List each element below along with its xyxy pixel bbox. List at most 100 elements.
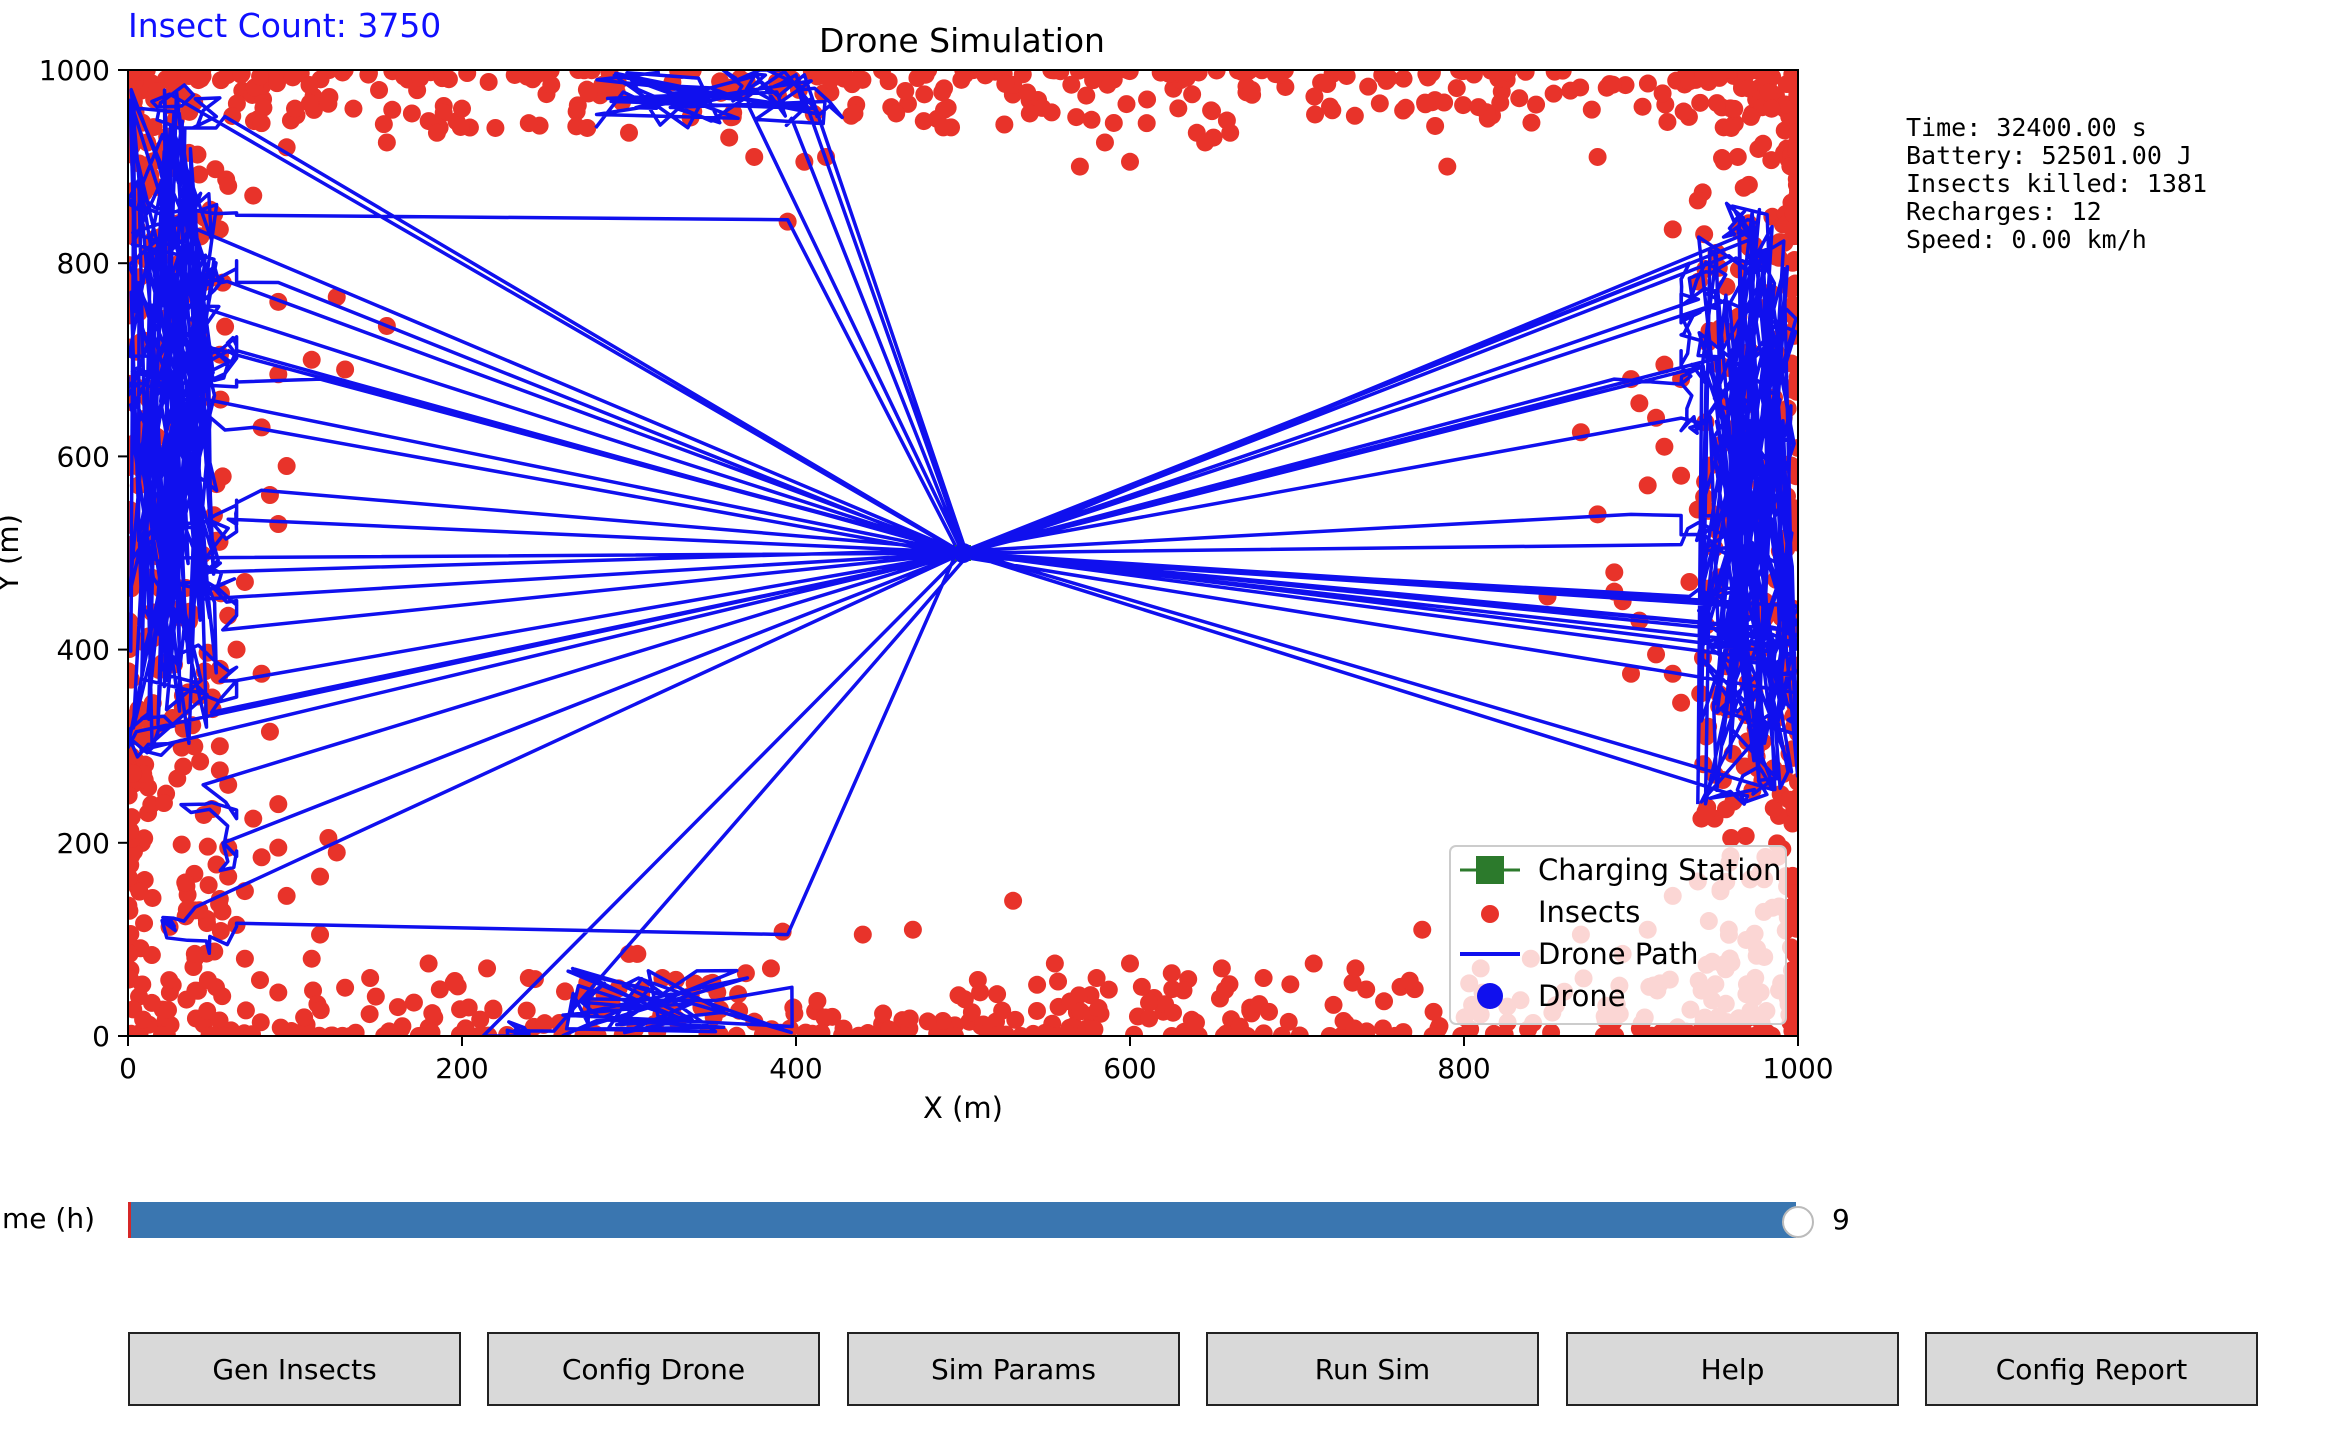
help-button[interactable]: Help (1566, 1332, 1899, 1406)
insect-point (896, 81, 915, 100)
insect-point (1775, 121, 1794, 140)
insect-point (1663, 220, 1682, 239)
insect-count-label: Insect Count: 3750 (128, 6, 442, 45)
insect-point (198, 1002, 217, 1021)
insect-point (180, 70, 199, 85)
insect-point (1345, 1019, 1364, 1036)
insect-point (423, 1004, 442, 1023)
sim-params-button[interactable]: Sim Params (847, 1332, 1180, 1406)
run-sim-button[interactable]: Run Sim (1206, 1332, 1539, 1406)
insect-point (1067, 108, 1086, 127)
insect-point (1006, 1010, 1025, 1029)
insect-point (1140, 993, 1159, 1012)
insect-point (1759, 83, 1778, 102)
insect-point (434, 103, 453, 122)
config-drone-button[interactable]: Config Drone (487, 1332, 820, 1406)
insect-point (933, 1011, 952, 1030)
insect-point (815, 1009, 834, 1028)
time-slider-initial-marker (128, 1202, 131, 1238)
insect-point (1394, 101, 1413, 120)
time-slider-track[interactable] (128, 1202, 1796, 1238)
insect-point (244, 809, 263, 828)
insect-point (1345, 106, 1364, 125)
time-readout: Time: 32400.00 s (1906, 113, 2147, 142)
insect-point (1279, 1012, 1298, 1031)
insect-point (184, 957, 203, 976)
insect-point (144, 118, 163, 137)
insect-point (199, 876, 218, 895)
insect-point (1018, 83, 1037, 102)
insect-point (1357, 980, 1376, 999)
insect-point (873, 70, 892, 80)
insect-point (955, 990, 974, 1009)
insect-point (311, 925, 330, 944)
insect-point (1464, 70, 1483, 84)
insect-point (1426, 116, 1445, 135)
insect-point (578, 118, 597, 137)
insect-point (215, 1026, 234, 1036)
insect-point (311, 1001, 330, 1020)
insect-point (1004, 891, 1023, 910)
insect-point (1104, 113, 1123, 132)
y-axis-label: Y (m) (0, 514, 25, 593)
insect-point (128, 786, 138, 805)
insect-point (1633, 97, 1652, 116)
insect-point (251, 70, 270, 86)
insect-point (995, 115, 1014, 134)
insect-point (1691, 93, 1710, 112)
insect-point (1413, 920, 1432, 939)
insect-point (1422, 70, 1441, 80)
insect-point (887, 104, 906, 123)
insect-point (1788, 376, 1798, 395)
insect-point (955, 70, 974, 84)
insect-point (1177, 70, 1196, 87)
insect-point (451, 117, 470, 136)
insect-point (302, 949, 321, 968)
insect-point (227, 640, 246, 659)
insect-point (1242, 80, 1261, 99)
insect-point (128, 808, 141, 827)
legend-entry-label: Drone Path (1538, 937, 1699, 971)
insect-point (1252, 70, 1271, 80)
insect-point (874, 1004, 893, 1023)
config-report-button[interactable]: Config Report (1925, 1332, 2258, 1406)
insect-point (1024, 1024, 1043, 1036)
insect-point (1784, 205, 1798, 224)
y-tick-label: 0 (92, 1020, 110, 1053)
time-slider-handle[interactable] (1782, 1206, 1814, 1238)
insect-point (988, 1025, 1007, 1036)
insect-point (1099, 980, 1118, 999)
insect-point (1394, 1023, 1413, 1036)
insect-point (1373, 70, 1392, 84)
insect-point (1173, 1027, 1192, 1036)
insect-point (1787, 156, 1798, 175)
insect-point (128, 70, 143, 80)
insect-point (310, 1026, 329, 1036)
axes-frame (127, 69, 1799, 1037)
insect-point (128, 821, 140, 840)
insect-point (319, 94, 338, 113)
insect-point (1739, 79, 1758, 98)
time-slider-label: Time (h) (0, 1202, 95, 1235)
insect-point (198, 837, 217, 856)
insect-point (1722, 828, 1741, 847)
insect-point (938, 98, 957, 117)
y-tick-label: 800 (57, 247, 110, 280)
insect-point (519, 114, 538, 133)
insect-point (1510, 89, 1529, 108)
insect-point (213, 467, 232, 486)
insect-point (802, 70, 821, 81)
insect-point (419, 954, 438, 973)
insect-point (1082, 110, 1101, 129)
gen-insects-button[interactable]: Gen Insects (128, 1332, 461, 1406)
insect-point (1254, 1024, 1273, 1036)
insect-point (1370, 94, 1389, 113)
insect-point (152, 1025, 171, 1036)
insect-point (1151, 70, 1170, 82)
insect-point (1254, 969, 1273, 988)
x-tick-label: 800 (1437, 1052, 1490, 1085)
status-readout: Time: 32400.00 s Battery: 52501.00 J Insec… (1906, 114, 2207, 254)
insect-point (300, 94, 319, 113)
insect-point (1304, 954, 1323, 973)
insect-point (1343, 973, 1362, 992)
